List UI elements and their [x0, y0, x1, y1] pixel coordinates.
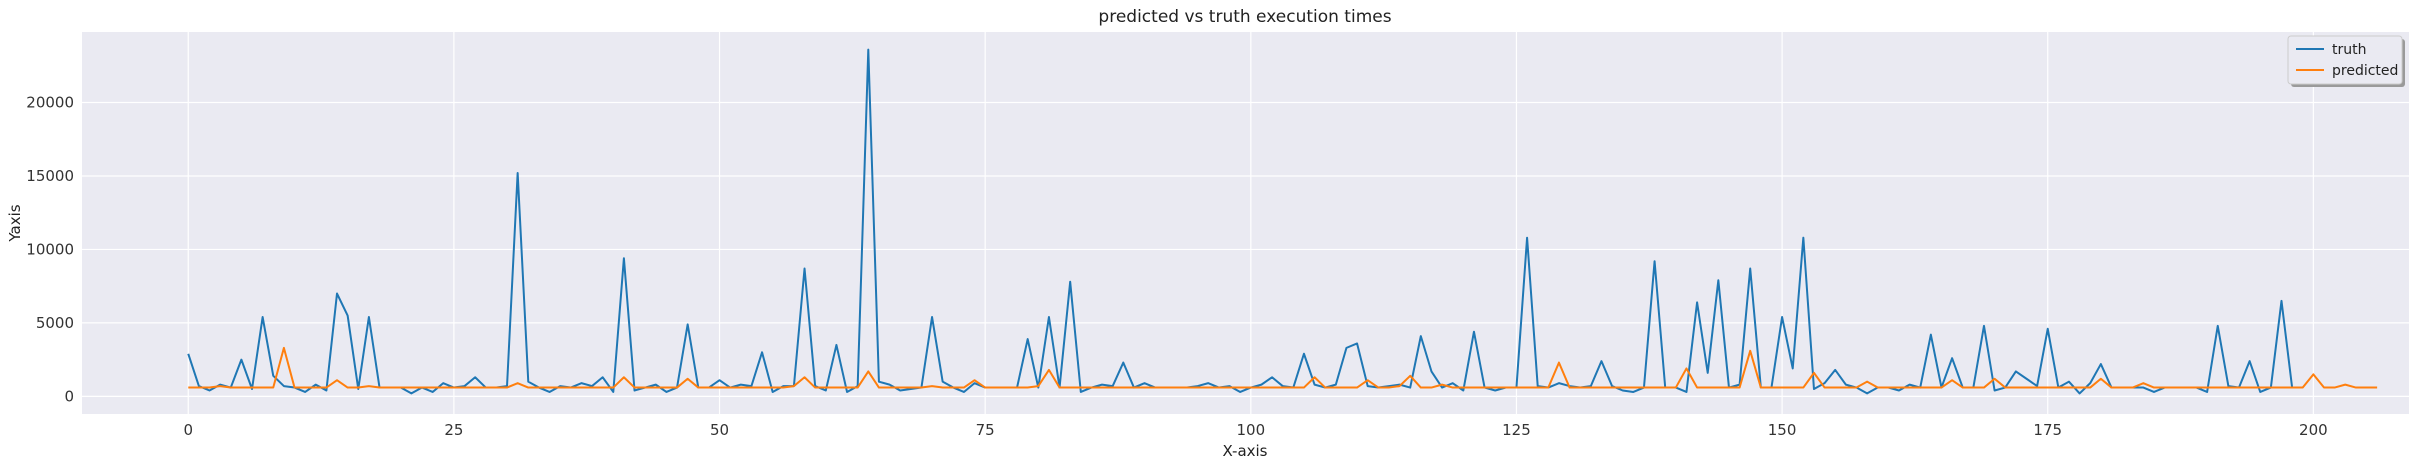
y-tick-label: 0 — [64, 387, 74, 405]
series-layer — [187, 48, 2378, 395]
x-tick-label: 200 — [2299, 421, 2328, 439]
x-axis-label: X-axis — [1223, 442, 1268, 460]
x-tick-label: 175 — [2033, 421, 2062, 439]
y-tick-label: 5000 — [36, 314, 74, 332]
y-tick-label: 15000 — [26, 167, 74, 185]
x-tick-label: 50 — [710, 421, 729, 439]
legend-label-truth: truth — [2332, 42, 2366, 58]
y-tick-label: 20000 — [26, 94, 74, 112]
x-tick-label: 0 — [183, 421, 193, 439]
grid — [82, 32, 2409, 414]
tick-layer: 0 25 50 75 100 125 150 175 200 0 5000 10000 15000 200… — [26, 94, 2327, 439]
y-tick-label: 10000 — [26, 240, 74, 258]
plot-area — [82, 32, 2409, 414]
x-tick-label: 150 — [1768, 421, 1797, 439]
legend: truth predicted — [2287, 35, 2405, 87]
y-axis-label: Yaxis — [6, 204, 24, 242]
chart-title: predicted vs truth execution times — [1098, 7, 1391, 27]
x-tick-label: 75 — [976, 421, 995, 439]
x-tick-label: 100 — [1236, 421, 1265, 439]
x-tick-label: 25 — [444, 421, 463, 439]
legend-label-predicted: predicted — [2332, 63, 2398, 79]
x-tick-label: 125 — [1502, 421, 1531, 439]
series-line-predicted — [188, 346, 2378, 389]
